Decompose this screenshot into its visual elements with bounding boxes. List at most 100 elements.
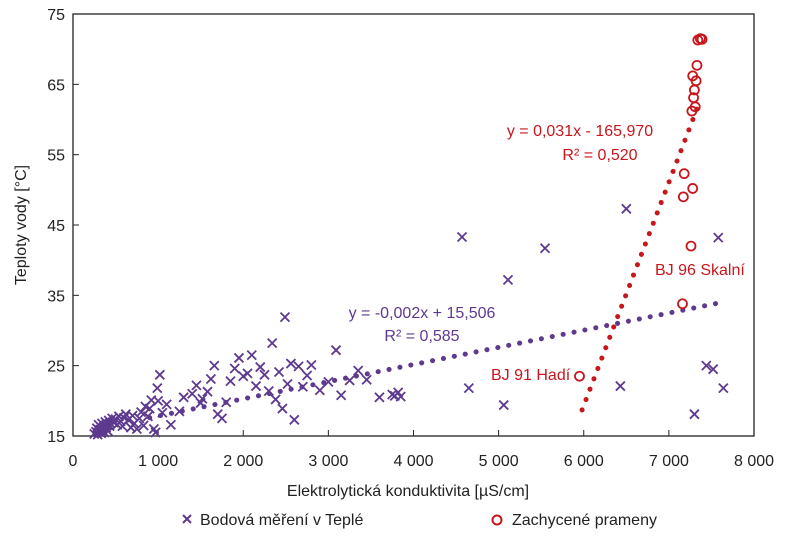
x-tick-label: 8 000 bbox=[734, 453, 774, 470]
x-tick-label: 6 000 bbox=[564, 453, 604, 470]
x-marker-point bbox=[539, 243, 551, 254]
x-tick-label: 0 bbox=[69, 453, 78, 470]
x-marker-point bbox=[178, 392, 189, 403]
x-marker-point bbox=[270, 394, 281, 405]
x-marker-point bbox=[127, 410, 138, 421]
x-marker-point bbox=[246, 349, 257, 361]
x-marker-point bbox=[301, 370, 313, 381]
x-marker-point bbox=[708, 364, 719, 375]
x-marker-point bbox=[174, 406, 185, 417]
x-marker-point bbox=[456, 231, 468, 243]
legend-label-zachycene: Zachycené prameny bbox=[512, 512, 657, 529]
trendline-equation-purple: y = -0,002x + 15,506 bbox=[349, 305, 496, 322]
y-tick-label: 45 bbox=[47, 218, 65, 235]
y-tick-label: 15 bbox=[47, 429, 65, 446]
trendlines bbox=[147, 97, 721, 421]
x-marker-point bbox=[267, 338, 278, 349]
x-marker-point bbox=[498, 399, 509, 411]
x-marker-point bbox=[131, 423, 142, 435]
trendline-red bbox=[579, 97, 703, 413]
x-marker-point bbox=[154, 369, 165, 380]
data-points bbox=[89, 33, 729, 440]
x-marker-icon bbox=[182, 514, 192, 524]
x-marker-point bbox=[279, 312, 291, 323]
x-marker-point bbox=[323, 376, 334, 387]
x-tick-label: 5 000 bbox=[479, 453, 519, 470]
trendline-r2-red: R² = 0,520 bbox=[562, 147, 637, 164]
x-marker-point bbox=[242, 368, 253, 379]
x-marker-point bbox=[701, 360, 712, 371]
circle-marker-point bbox=[691, 59, 703, 71]
x-marker-point bbox=[344, 375, 355, 386]
x-marker-point bbox=[221, 397, 232, 408]
x-marker-point bbox=[250, 380, 262, 392]
legend-item-bodova: Bodová měření v Teplé bbox=[182, 512, 363, 529]
x-marker-point bbox=[289, 414, 300, 425]
x-marker-point bbox=[463, 383, 474, 394]
x-marker-point bbox=[336, 390, 347, 401]
y-tick-label: 65 bbox=[47, 77, 65, 94]
circle-marker-icon bbox=[491, 514, 503, 526]
annotation-bj91: BJ 91 Hadí bbox=[491, 367, 571, 384]
x-tick-label: 4 000 bbox=[393, 453, 433, 470]
legend: Bodová měření v Teplé Zachycené prameny bbox=[182, 512, 657, 529]
y-axis: 15 25 35 45 55 65 75 bbox=[47, 7, 79, 446]
x-axis-title: Elektrolytická konduktivita [µS/cm] bbox=[287, 483, 529, 500]
x-marker-point bbox=[216, 413, 228, 424]
x-marker-point bbox=[191, 380, 202, 391]
circle-marker-point bbox=[687, 70, 699, 82]
x-marker-point bbox=[395, 391, 406, 402]
y-axis-title: Teploty vody [°C] bbox=[13, 165, 30, 285]
x-marker-point bbox=[277, 403, 288, 414]
x-marker-point bbox=[152, 383, 163, 394]
x-marker-point bbox=[361, 374, 372, 385]
x-marker-point bbox=[165, 419, 177, 430]
x-marker-point bbox=[314, 385, 325, 396]
annotation-bj96: BJ 96 Skalní bbox=[655, 262, 745, 279]
x-marker-point bbox=[152, 395, 164, 406]
x-marker-point bbox=[142, 411, 154, 422]
x-marker-point bbox=[187, 388, 198, 399]
x-marker-point bbox=[209, 360, 220, 371]
x-marker-point bbox=[273, 366, 285, 378]
trendline-purple bbox=[147, 300, 721, 421]
circle-marker-point bbox=[677, 191, 689, 203]
x-tick-label: 7 000 bbox=[649, 453, 689, 470]
trendline-equation-red: y = 0,031x - 165,970 bbox=[507, 123, 653, 140]
y-tick-label: 35 bbox=[47, 288, 65, 305]
x-marker-point bbox=[297, 381, 308, 392]
x-marker-point bbox=[689, 409, 700, 420]
x-marker-point bbox=[150, 427, 161, 438]
y-tick-label: 25 bbox=[47, 359, 65, 376]
x-marker-point bbox=[144, 403, 155, 414]
x-marker-point bbox=[197, 393, 208, 404]
circle-marker-point bbox=[687, 183, 699, 194]
x-marker-point bbox=[263, 385, 274, 397]
x-marker-point bbox=[161, 399, 172, 410]
x-marker-point bbox=[134, 413, 145, 424]
x-marker-point bbox=[293, 361, 304, 372]
x-tick-label: 2 000 bbox=[223, 453, 263, 470]
x-marker-point bbox=[233, 352, 245, 364]
circle-marker-point bbox=[678, 168, 690, 180]
circle-marker-point bbox=[688, 92, 699, 104]
circle-marker-point bbox=[677, 298, 688, 310]
x-marker-point bbox=[282, 378, 293, 390]
circle-marker-point bbox=[574, 370, 585, 382]
x-marker-point bbox=[138, 420, 149, 431]
x-marker-point bbox=[330, 345, 342, 356]
x-tick-label: 3 000 bbox=[308, 453, 348, 470]
x-axis: 0 1 000 2 000 3 000 4 000 5 000 6 000 7 000 8 00… bbox=[69, 430, 774, 470]
x-marker-point bbox=[713, 232, 724, 243]
x-marker-point bbox=[202, 386, 213, 397]
x-marker-point bbox=[502, 274, 514, 285]
x-marker-point bbox=[621, 203, 632, 214]
x-marker-point bbox=[285, 358, 297, 369]
x-marker-point bbox=[259, 369, 270, 380]
legend-label-bodova: Bodová měření v Teplé bbox=[200, 512, 363, 529]
x-marker-point bbox=[718, 383, 729, 394]
x-marker-point bbox=[353, 365, 364, 376]
trendline-r2-purple: R² = 0,585 bbox=[384, 328, 459, 345]
x-marker-point bbox=[306, 359, 317, 371]
